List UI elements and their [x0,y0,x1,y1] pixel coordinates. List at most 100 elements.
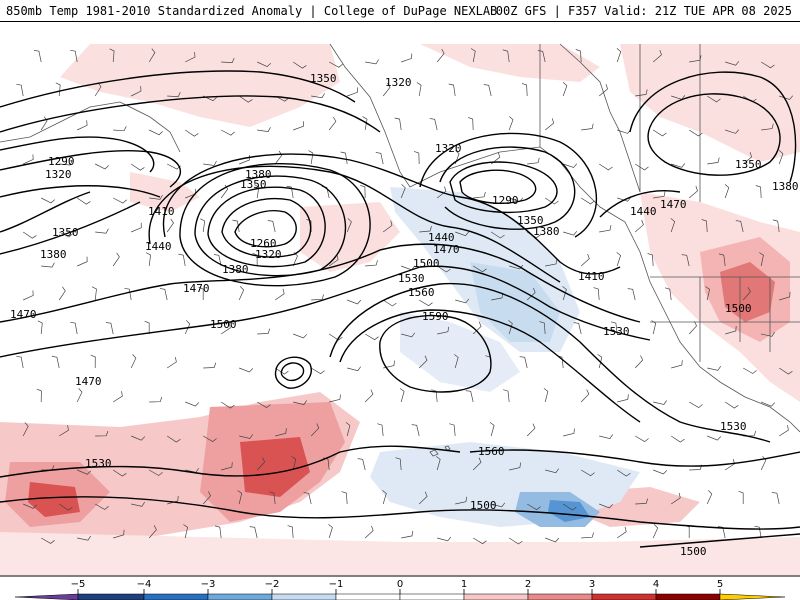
wind-barb [328,254,339,267]
wind-barb [453,354,459,369]
contour-label: 1380 [40,248,67,261]
colorbar-tick-label: −5 [71,579,86,590]
contour-1380-ne [629,71,797,183]
contour-label: 1470 [433,243,460,256]
colorbar-ticks: −5 −4 −3 −2 −1 0 1 2 3 4 5 [71,579,723,594]
hawaii-islands [429,445,451,457]
wind-barb [707,157,720,165]
wind-barb [473,191,486,199]
wind-barb [113,529,125,539]
contour-label-layer: 1350 1320 1290 1320 1380 1350 1410 1350 … [10,72,799,558]
colorbar-segment [591,593,657,600]
wind-barb [37,320,43,335]
wind-barb [725,61,740,66]
wind-barb [364,525,374,539]
colorbar-segment [207,593,273,600]
contour-label: 1380 [533,225,560,238]
wind-barb [203,362,217,369]
wind-barb [256,401,271,409]
wind-barb [364,389,374,403]
wind-barb [329,61,343,68]
colorbar-segments [14,593,786,600]
wind-barb [670,435,685,443]
wind-barb [634,163,649,171]
wind-barb [688,185,698,199]
contour-label: 1290 [48,155,75,168]
wind-barb [490,231,505,239]
wind-barb [681,254,690,267]
wind-barb [635,89,648,97]
colorbar-tick-label: −4 [137,579,152,590]
wind-barb [23,290,34,301]
contour-1440-main [148,165,561,283]
wind-barb [340,151,348,165]
wind-barb [416,82,422,97]
colorbar-segment [655,593,721,600]
colorbar-tick-label: −1 [329,579,344,590]
wind-barb [58,503,73,511]
wind-barb [653,191,666,199]
wind-barb [77,469,92,475]
wind-barb [502,49,510,63]
colorbar-tick-label: −3 [201,579,216,590]
contour-label: 1560 [408,286,435,299]
wind-barb [653,469,668,475]
wind-barb [580,469,595,477]
wind-barb [647,253,654,267]
wind-barb [77,256,88,267]
colorbar-extend-high [719,593,786,600]
wind-barb [470,48,476,63]
wind-barb [364,333,379,341]
wind-barb [274,367,289,375]
wind-barb [274,288,285,301]
colorbar-tick-label: 5 [717,579,723,590]
contour-label: 1380 [772,180,799,193]
contour-1470-ak [599,190,681,218]
contour-label: 1470 [660,198,687,211]
wind-barb [291,456,297,471]
wind-barb [95,228,109,234]
wind-barb [761,401,776,407]
wind-barb [652,524,659,539]
wind-barb [124,287,132,301]
wind-barb [148,48,156,63]
wind-barb [130,354,137,369]
contour-label: 1440 [428,231,455,244]
wind-barb [347,366,361,372]
contour-label: 1320 [435,142,462,155]
contour-1470-main [0,243,641,323]
wind-barb [772,219,780,233]
contour-1290-ak [459,169,537,204]
wind-barb [257,61,272,68]
contour-label: 1470 [10,308,37,321]
wind-barb [144,320,150,335]
wind-barb [23,503,38,509]
contour-label: 1530 [85,457,112,470]
wind-barb [670,218,676,233]
contour-label: 1500 [210,318,237,331]
product-title: 850mb Temp 1981-2010 Standardized Anomal… [6,4,498,18]
wind-barb [112,391,123,403]
wind-barb [652,49,662,63]
contour-1500-south [0,496,800,530]
contour-1320-top [0,95,381,133]
wind-barb [688,401,703,409]
wind-barb [724,184,730,199]
wind-barb [544,118,555,131]
contour-1560-main [339,309,641,423]
wind-barb [274,150,283,165]
wind-barb [508,116,514,131]
wind-barb [436,48,445,63]
wind-barb [539,321,546,335]
colorbar-tick-label: 1 [461,579,467,590]
contour-1350-top [0,70,356,108]
contour-label: 1320 [255,248,282,261]
wind-barb [599,503,614,509]
pos-anom-region [28,482,80,517]
wind-barb [149,194,163,200]
wind-barb [91,286,97,301]
wind-barb [455,231,470,237]
wind-barb [707,366,721,371]
wind-barb [41,537,55,544]
contour-label: 1380 [222,263,249,276]
